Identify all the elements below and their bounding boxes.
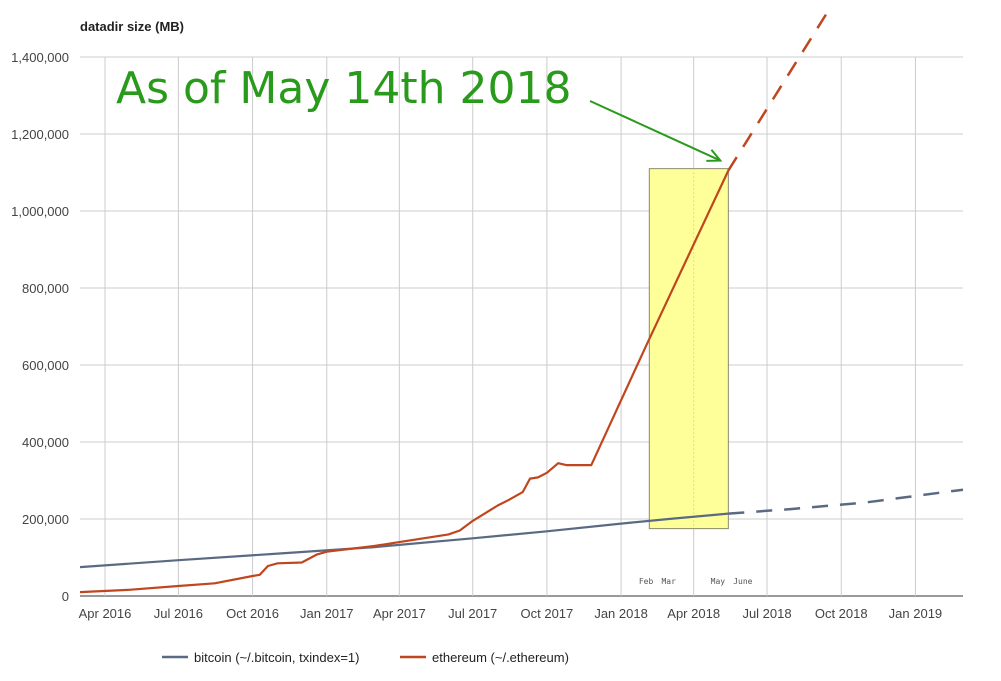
y-tick-label: 1,400,000 [11,50,69,65]
x-tick-label: Apr 2018 [667,606,720,621]
x-tick-label: Apr 2016 [79,606,132,621]
x-axis-ticks: Apr 2016 Jul 2016 Oct 2016 Jan 2017 Apr 2017… [79,577,943,621]
y-tick-label: 600,000 [22,358,69,373]
x-tick-label: Jul 2017 [448,606,497,621]
series-line-ethereum [79,170,730,594]
y-tick-label: 200,000 [22,512,69,527]
legend-label: ethereum (~/.ethereum) [432,650,569,665]
highlight-region [648,168,729,530]
minor-tick-label: Feb [639,577,654,586]
highlight-box [648,168,729,530]
x-tick-label: Jul 2018 [742,606,791,621]
x-tick-label: Jan 2017 [300,606,354,621]
x-tick-label: Apr 2017 [373,606,426,621]
y-tick-label: 400,000 [22,435,69,450]
x-tick-label: Jul 2016 [154,606,203,621]
annotation-arrowhead [706,149,723,162]
x-tick-label: Oct 2016 [226,606,279,621]
y-axis-ticks: 0 200,000 400,000 600,000 800,000 1,000,000 1,… [11,50,69,604]
series-projection-ethereum [727,10,830,172]
x-tick-label: Oct 2018 [815,606,868,621]
minor-tick-label: May [711,577,726,586]
y-tick-label: 0 [62,589,69,604]
annotation: As of May 14th 2018 [116,63,723,162]
series-line-bitcoin [79,512,729,569]
grid [80,56,963,597]
legend: bitcoin (~/.bitcoin, txindex=1) ethereum … [162,650,569,665]
x-tick-label: Jan 2019 [889,606,943,621]
series-projection-bitcoin [728,488,964,515]
x-tick-label: Jan 2018 [594,606,648,621]
minor-tick-label: June [733,577,752,586]
x-tick-label: Oct 2017 [521,606,574,621]
legend-label: bitcoin (~/.bitcoin, txindex=1) [194,650,359,665]
y-tick-label: 1,000,000 [11,204,69,219]
y-tick-label: 800,000 [22,281,69,296]
annotation-arrow [589,100,721,162]
series-lines [79,10,964,594]
y-tick-label: 1,200,000 [11,127,69,142]
y-axis-title: datadir size (MB) [80,19,184,34]
annotation-text: As of May 14th 2018 [116,63,571,114]
minor-tick-label: Mar [661,577,676,586]
